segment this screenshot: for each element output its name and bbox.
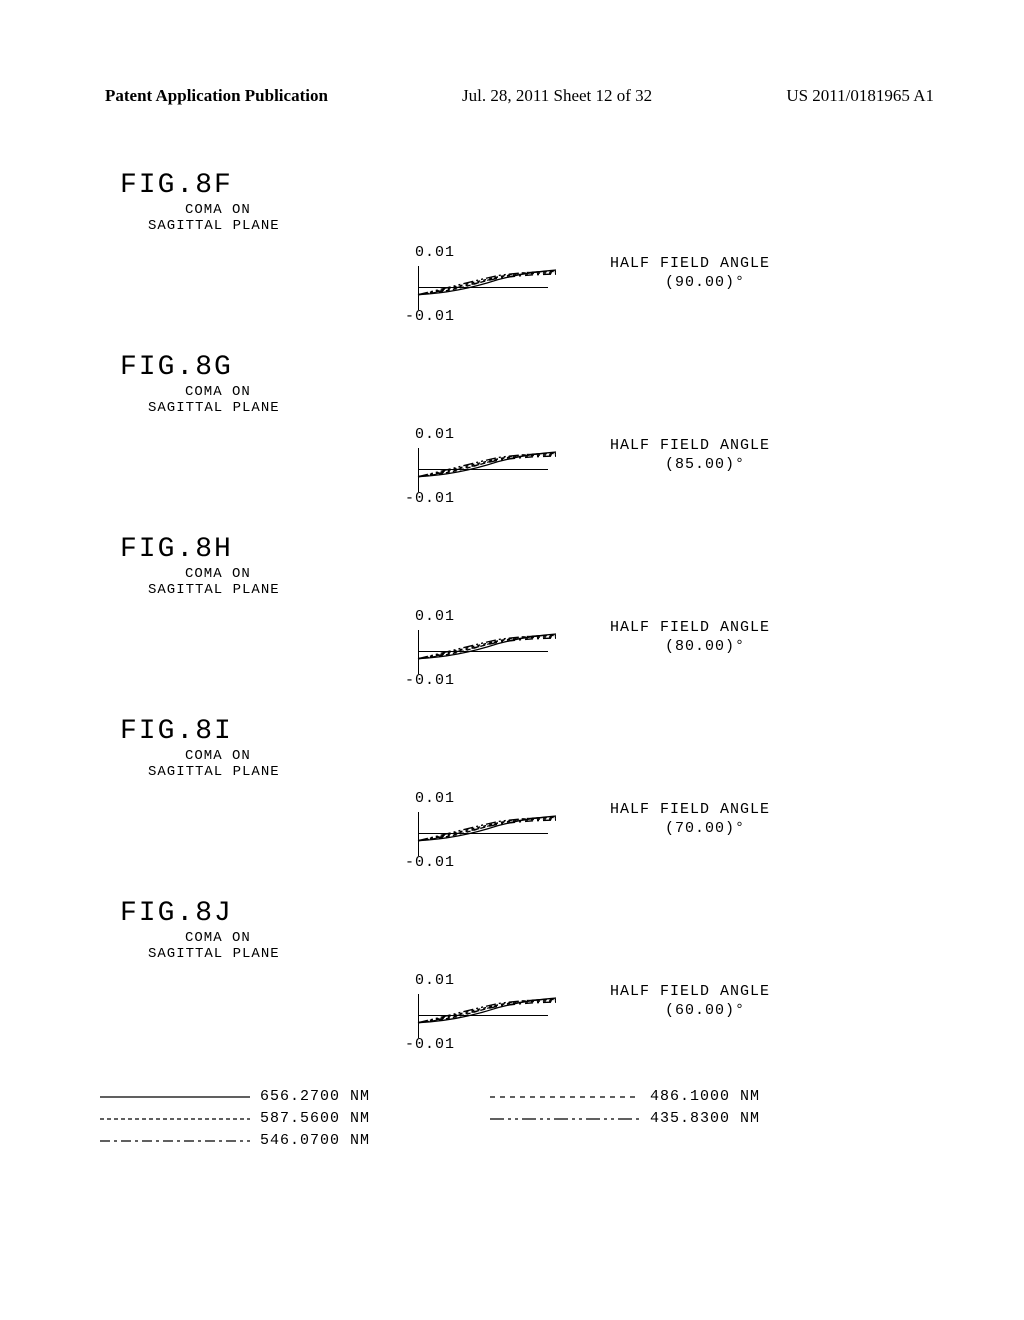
figures-container: FIG.8F COMA ON SAGITTAL PLANE 0.01 -0.01…: [100, 160, 930, 1070]
field-angle-value: (60.00)°: [665, 1002, 745, 1019]
legend-line-icon: [100, 1110, 250, 1126]
y-axis-bottom-label: -0.01: [405, 490, 455, 507]
field-angle-value: (90.00)°: [665, 274, 745, 291]
figure-subtitle-2: SAGITTAL PLANE: [148, 400, 280, 416]
wavelength-legend: 656.2700 NM 486.1000 NM 587.5600 NM 435.…: [100, 1085, 930, 1151]
legend-line-icon: [100, 1088, 250, 1104]
figure-title: FIG.8I: [120, 716, 233, 747]
legend-row: 656.2700 NM 486.1000 NM: [100, 1085, 930, 1107]
y-axis-top-label: 0.01: [415, 790, 455, 807]
legend-wavelength: 546.0700 NM: [260, 1132, 420, 1149]
legend-row: 587.5600 NM 435.8300 NM: [100, 1107, 930, 1129]
figure-subtitle-1: COMA ON: [185, 748, 251, 764]
legend-row: 546.0700 NM: [100, 1129, 930, 1151]
figure-subtitle-2: SAGITTAL PLANE: [148, 582, 280, 598]
y-axis-top-label: 0.01: [415, 972, 455, 989]
legend-line-icon: [100, 1132, 250, 1148]
header-left: Patent Application Publication: [105, 86, 328, 106]
aberration-curves: [418, 266, 558, 296]
y-axis-top-label: 0.01: [415, 608, 455, 625]
figure-title: FIG.8J: [120, 898, 233, 929]
aberration-curves: [418, 448, 558, 478]
field-angle-value: (80.00)°: [665, 638, 745, 655]
field-angle-value: (85.00)°: [665, 456, 745, 473]
field-angle-label: HALF FIELD ANGLE: [610, 801, 770, 818]
y-axis-bottom-label: -0.01: [405, 1036, 455, 1053]
coma-plot: 0.01 -0.01: [405, 612, 575, 687]
figure-title: FIG.8G: [120, 352, 233, 383]
figure-block: FIG.8I COMA ON SAGITTAL PLANE 0.01 -0.01…: [100, 706, 930, 888]
figure-block: FIG.8J COMA ON SAGITTAL PLANE 0.01 -0.01…: [100, 888, 930, 1070]
y-axis-top-label: 0.01: [415, 426, 455, 443]
legend-wavelength: 587.5600 NM: [260, 1110, 420, 1127]
aberration-curves: [418, 630, 558, 660]
field-angle-label: HALF FIELD ANGLE: [610, 437, 770, 454]
coma-plot: 0.01 -0.01: [405, 430, 575, 505]
y-axis-top-label: 0.01: [415, 244, 455, 261]
coma-plot: 0.01 -0.01: [405, 248, 575, 323]
legend-wavelength: 656.2700 NM: [260, 1088, 420, 1105]
figure-subtitle-1: COMA ON: [185, 566, 251, 582]
figure-block: FIG.8H COMA ON SAGITTAL PLANE 0.01 -0.01…: [100, 524, 930, 706]
figure-subtitle-2: SAGITTAL PLANE: [148, 218, 280, 234]
figure-subtitle-2: SAGITTAL PLANE: [148, 946, 280, 962]
aberration-curves: [418, 994, 558, 1024]
figure-subtitle-1: COMA ON: [185, 930, 251, 946]
figure-subtitle-2: SAGITTAL PLANE: [148, 764, 280, 780]
coma-plot: 0.01 -0.01: [405, 976, 575, 1051]
y-axis-bottom-label: -0.01: [405, 854, 455, 871]
legend-wavelength: 486.1000 NM: [650, 1088, 810, 1105]
header-center: Jul. 28, 2011 Sheet 12 of 32: [462, 86, 652, 106]
field-angle-label: HALF FIELD ANGLE: [610, 255, 770, 272]
legend-wavelength: 435.8300 NM: [650, 1110, 810, 1127]
figure-title: FIG.8F: [120, 170, 233, 201]
y-axis-bottom-label: -0.01: [405, 672, 455, 689]
y-axis-bottom-label: -0.01: [405, 308, 455, 325]
field-angle-label: HALF FIELD ANGLE: [610, 983, 770, 1000]
coma-plot: 0.01 -0.01: [405, 794, 575, 869]
figure-block: FIG.8F COMA ON SAGITTAL PLANE 0.01 -0.01…: [100, 160, 930, 342]
aberration-curves: [418, 812, 558, 842]
field-angle-label: HALF FIELD ANGLE: [610, 619, 770, 636]
legend-line-icon: [490, 1088, 640, 1104]
field-angle-value: (70.00)°: [665, 820, 745, 837]
page-header: Patent Application Publication Jul. 28, …: [0, 86, 1024, 106]
figure-title: FIG.8H: [120, 534, 233, 565]
figure-subtitle-1: COMA ON: [185, 202, 251, 218]
header-right: US 2011/0181965 A1: [786, 86, 934, 106]
figure-subtitle-1: COMA ON: [185, 384, 251, 400]
legend-line-icon: [490, 1110, 640, 1126]
figure-block: FIG.8G COMA ON SAGITTAL PLANE 0.01 -0.01…: [100, 342, 930, 524]
